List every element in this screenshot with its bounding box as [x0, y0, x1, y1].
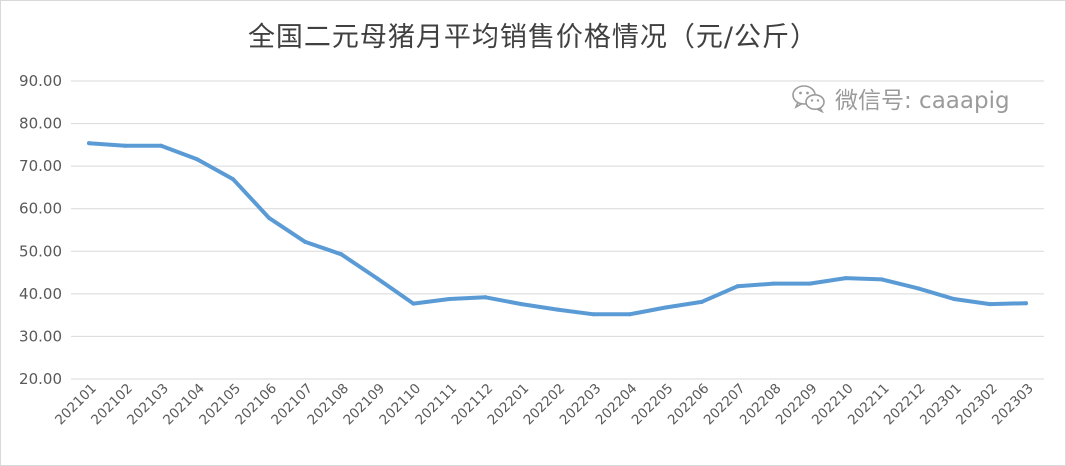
y-tick-label: 90.00 — [19, 72, 62, 90]
data-point — [879, 277, 884, 282]
y-tick-label: 80.00 — [19, 115, 62, 133]
data-point — [555, 307, 560, 312]
y-tick-label: 20.00 — [19, 370, 62, 388]
data-point — [87, 141, 92, 146]
data-point — [771, 281, 776, 286]
y-tick-label: 30.00 — [19, 327, 62, 345]
series-layer — [87, 141, 1028, 317]
data-point — [699, 299, 704, 304]
data-point — [915, 286, 920, 291]
chart-title: 全国二元母猪月平均销售价格情况（元/公斤） — [247, 22, 819, 53]
y-axis-ticks: 20.00 30.00 40.00 50.00 60.00 70.00 80.00 90.00 — [19, 72, 62, 388]
data-point — [843, 276, 848, 281]
data-point — [231, 177, 236, 182]
wechat-icon — [792, 85, 825, 113]
data-point — [627, 312, 632, 317]
data-point — [123, 143, 128, 148]
y-tick-label: 40.00 — [19, 285, 62, 303]
y-tick-label: 50.00 — [19, 242, 62, 260]
data-point — [591, 312, 596, 317]
data-point — [807, 281, 812, 286]
data-point — [375, 276, 380, 281]
data-point — [519, 302, 524, 307]
data-point — [447, 296, 452, 301]
y-tick-label: 70.00 — [19, 157, 62, 175]
data-point — [735, 284, 740, 289]
data-point — [303, 239, 308, 244]
data-point — [159, 143, 164, 148]
gridlines — [71, 80, 1044, 380]
x-axis-ticks: 2021012021022021032021042021052021062021… — [52, 381, 1037, 429]
data-point — [951, 296, 956, 301]
series-line — [87, 141, 1028, 317]
data-point — [339, 252, 344, 257]
watermark-text: 微信号: caaapig — [835, 88, 1010, 114]
data-point — [663, 305, 668, 310]
data-point — [411, 301, 416, 306]
data-point — [483, 295, 488, 300]
data-point — [987, 302, 992, 307]
data-point — [267, 216, 272, 221]
data-point — [195, 157, 200, 162]
y-tick-label: 60.00 — [19, 200, 62, 218]
watermark: 微信号: caaapig — [791, 81, 1010, 115]
data-point — [1023, 301, 1028, 306]
